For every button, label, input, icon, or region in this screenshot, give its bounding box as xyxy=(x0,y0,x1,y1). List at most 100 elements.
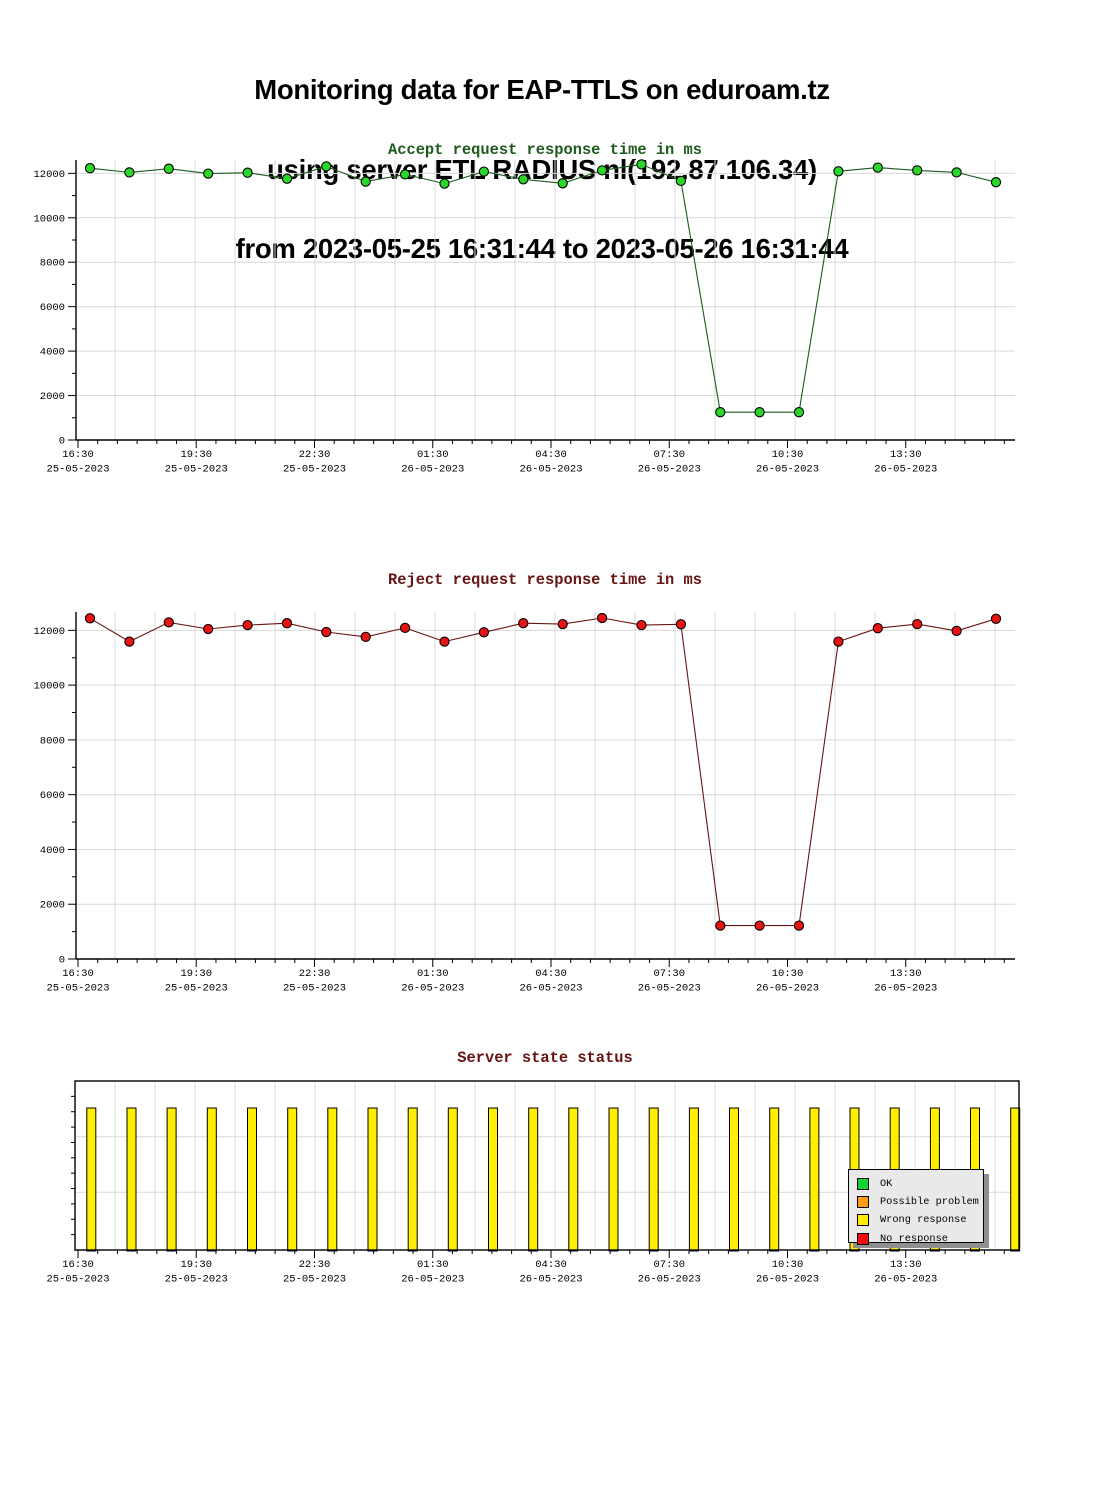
reject-data-point-marker xyxy=(360,631,371,643)
reject-data-point-marker xyxy=(518,618,529,629)
x-tick-time-label: 10:30 xyxy=(772,449,804,461)
reject-data-point-marker xyxy=(715,920,726,931)
legend-item-possible_problem: Possible problem xyxy=(849,1193,983,1211)
status-bar xyxy=(407,1107,418,1252)
accept-data-point-marker xyxy=(990,177,1002,188)
accept-data-point-marker xyxy=(636,159,647,170)
axes: 16:30 25-05-2023 19:30 25-05-2023 22:30 25-05… xyxy=(46,1080,1020,1286)
y-tick-label: 10000 xyxy=(33,213,65,225)
reject-data-point-marker xyxy=(478,627,490,638)
legend-label: No response xyxy=(880,1232,948,1245)
accept-data-point-marker xyxy=(281,173,293,184)
status-bar xyxy=(126,1107,137,1252)
accept-data-point-marker xyxy=(754,407,765,418)
x-tick-date-label: 25-05-2023 xyxy=(46,983,109,995)
reject-data-point-marker xyxy=(281,618,293,629)
x-tick-time-label: 22:30 xyxy=(299,1259,331,1271)
reject-data-point-marker xyxy=(636,619,647,631)
reject-data-point-marker xyxy=(833,636,844,647)
status-bar xyxy=(166,1107,177,1252)
status-bar xyxy=(367,1107,378,1252)
x-tick-date-label: 26-05-2023 xyxy=(756,1274,819,1286)
x-tick-date-label: 25-05-2023 xyxy=(46,1274,109,1286)
status-bar xyxy=(648,1107,659,1252)
status-bar xyxy=(287,1107,298,1252)
accept-data-point-marker xyxy=(360,176,371,187)
status-bar xyxy=(769,1107,780,1252)
legend-swatch-wrong_response xyxy=(857,1214,869,1227)
status-bar xyxy=(608,1107,619,1252)
plot-frame xyxy=(74,1080,1020,1251)
x-tick-date-label: 25-05-2023 xyxy=(283,1274,346,1286)
x-tick-date-label: 26-05-2023 xyxy=(519,983,582,995)
x-tick-time-label: 19:30 xyxy=(180,968,212,980)
status-bar xyxy=(688,1107,699,1252)
x-tick-date-label: 25-05-2023 xyxy=(165,1274,228,1286)
accept-data-point-marker xyxy=(84,163,96,174)
accept-chart: 0 2000 4000 6000 8000 10000 12000 16:30 25-05-20… xyxy=(33,159,1015,476)
accept-data-point-marker xyxy=(203,168,214,179)
accept-data-point-marker xyxy=(478,166,490,177)
axes: 0 2000 4000 6000 8000 10000 12000 16:30 25-05-20… xyxy=(33,612,1015,995)
x-tick-date-label: 26-05-2023 xyxy=(874,1274,937,1286)
accept-data-point-marker xyxy=(793,407,805,418)
accept-data-point-marker xyxy=(557,178,568,189)
y-tick-label: 4000 xyxy=(40,845,65,857)
x-tick-time-label: 13:30 xyxy=(890,968,922,980)
x-tick-time-label: 19:30 xyxy=(180,449,212,461)
x-tick-time-label: 10:30 xyxy=(772,968,804,980)
x-tick-date-label: 25-05-2023 xyxy=(46,464,109,476)
reject-data-point-marker xyxy=(242,619,253,631)
status-bar xyxy=(247,1107,257,1252)
x-tick-date-label: 26-05-2023 xyxy=(756,464,819,476)
reject-data-point-marker xyxy=(321,626,332,638)
status-bar xyxy=(206,1107,217,1252)
reject-data-point-marker xyxy=(596,612,608,624)
reject-data-point-marker xyxy=(84,613,96,624)
reject-series-line xyxy=(89,617,997,927)
legend-label: OK xyxy=(880,1178,893,1191)
y-tick-label: 10000 xyxy=(33,681,65,693)
reject-data-point-marker xyxy=(124,636,135,647)
reject-data-point-marker xyxy=(912,618,923,630)
accept-data-point-marker xyxy=(675,175,687,187)
x-tick-time-label: 19:30 xyxy=(180,1259,212,1271)
accept-data-point-marker xyxy=(321,161,332,172)
reject-chart-title: Reject request response time in ms xyxy=(387,571,703,589)
x-tick-time-label: 16:30 xyxy=(62,1259,94,1271)
legend-swatch-possible_problem xyxy=(857,1196,869,1209)
reject-data-point-marker xyxy=(399,622,411,634)
reject-chart: 0 2000 4000 6000 8000 10000 12000 16:30 25-05-20… xyxy=(33,612,1015,995)
x-tick-time-label: 04:30 xyxy=(535,1259,567,1271)
title-line-1: Monitoring data for EAP-TTLS on eduroam.… xyxy=(254,74,830,105)
x-tick-time-label: 13:30 xyxy=(890,1259,922,1271)
legend-swatch-ok xyxy=(857,1178,869,1191)
x-tick-time-label: 07:30 xyxy=(653,968,685,980)
y-tick-label: 2000 xyxy=(40,900,65,912)
reject-data-point-marker xyxy=(163,617,174,628)
reject-data-point-marker xyxy=(675,619,687,630)
x-tick-date-label: 26-05-2023 xyxy=(519,464,582,476)
axes: 0 2000 4000 6000 8000 10000 12000 16:30 25-05-20… xyxy=(33,160,1015,476)
y-tick-label: 12000 xyxy=(33,169,65,181)
accept-data-point-marker xyxy=(715,407,726,418)
y-tick-label: 6000 xyxy=(40,302,65,314)
reject-data-point-marker xyxy=(951,625,962,637)
reject-data-point-marker xyxy=(990,613,1002,624)
accept-data-point-marker xyxy=(596,165,608,176)
accept-data-point-marker xyxy=(872,162,883,173)
x-tick-time-label: 16:30 xyxy=(62,449,94,461)
x-tick-time-label: 04:30 xyxy=(535,968,567,980)
x-tick-date-label: 26-05-2023 xyxy=(519,1274,582,1286)
accept-data-point-marker xyxy=(951,167,962,178)
status-bar xyxy=(447,1107,458,1252)
gridlines xyxy=(77,160,1015,439)
accept-data-point-marker xyxy=(833,166,844,177)
status-bar xyxy=(528,1107,539,1252)
x-tick-date-label: 26-05-2023 xyxy=(638,464,701,476)
x-tick-date-label: 26-05-2023 xyxy=(401,464,464,476)
status-bar xyxy=(86,1107,97,1252)
reject-data-point-marker xyxy=(872,623,883,634)
gridlines xyxy=(77,612,1015,958)
